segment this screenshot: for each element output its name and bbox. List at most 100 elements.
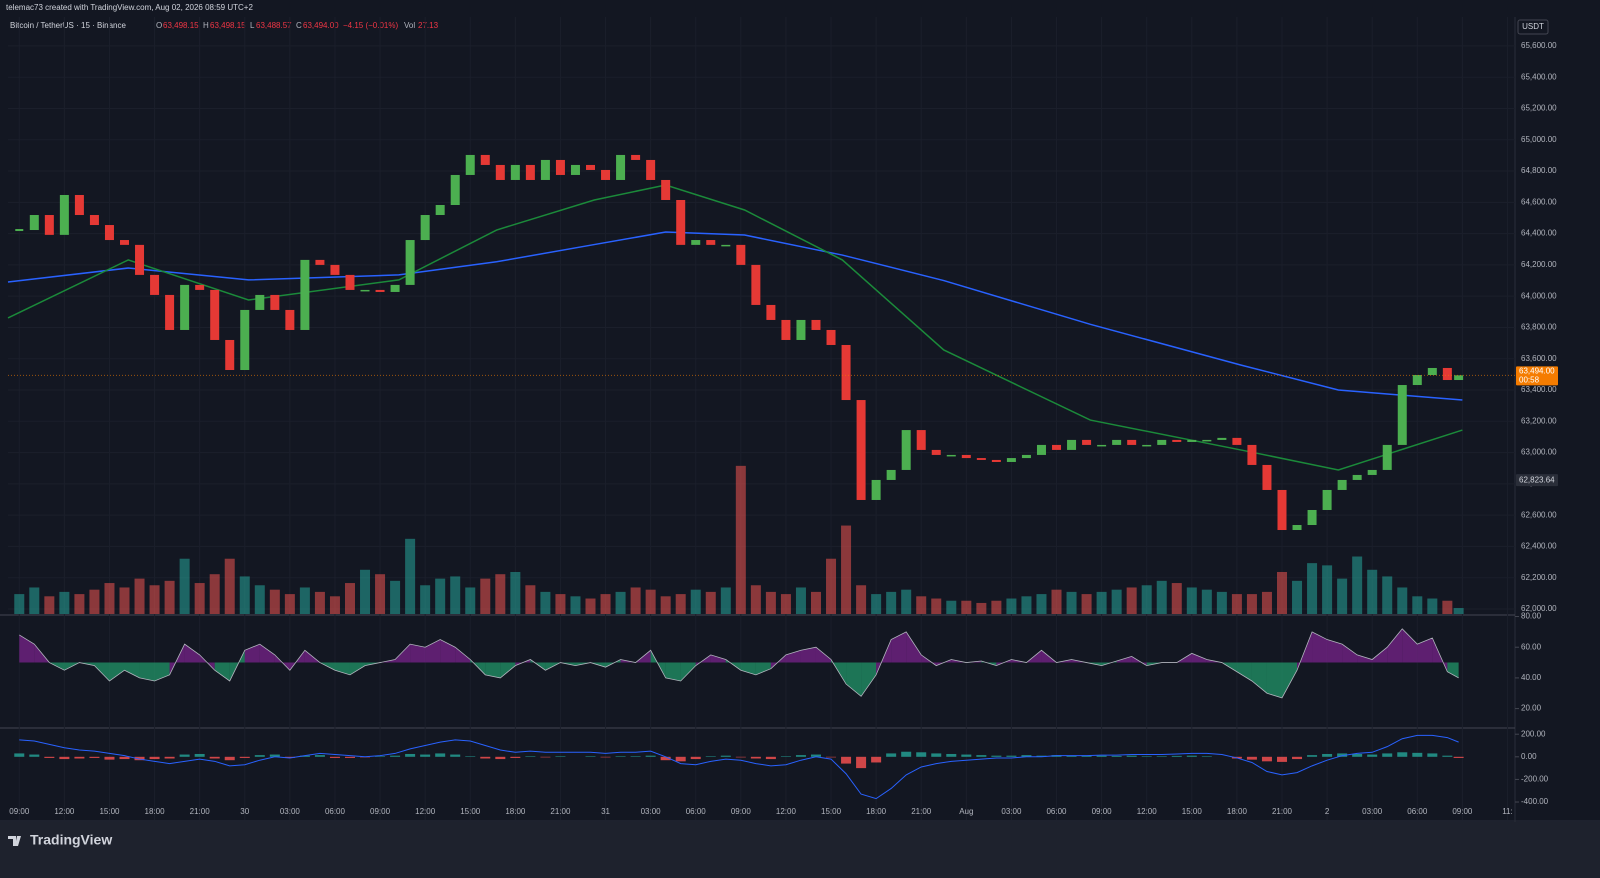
credit: telemac73 created with TradingView.com, … [6, 3, 253, 12]
macd-histogram [1352, 753, 1363, 757]
candle [1292, 525, 1302, 531]
currency-box[interactable] [1517, 19, 1549, 35]
y-tick-label: 60.00 [1521, 642, 1542, 651]
macd-histogram [750, 756, 761, 759]
volume-bar [991, 600, 1002, 614]
volume-bar [1453, 608, 1464, 614]
x-tick-label: 18:00 [866, 807, 887, 816]
volume-bar [916, 596, 927, 614]
volume-bar [961, 600, 972, 614]
candle [195, 284, 205, 290]
macd-histogram [916, 752, 927, 757]
volume-bar [780, 594, 791, 614]
volume-bar [299, 587, 310, 614]
candle [1052, 444, 1062, 450]
candle [1112, 439, 1122, 445]
volume-bar [480, 578, 491, 614]
marker-tag [1516, 474, 1558, 487]
volume-bar [585, 598, 596, 614]
macd-histogram [1186, 755, 1197, 757]
volume-bar [44, 596, 55, 614]
volume-bar [931, 598, 942, 614]
rsi-area [124, 662, 140, 678]
volume-bar [1231, 594, 1242, 614]
volume-bar [1382, 576, 1393, 614]
rsi-area [891, 631, 907, 663]
macd-histogram [841, 756, 852, 764]
candle [1367, 469, 1377, 475]
x-tick-label: 09:00 [731, 807, 752, 816]
candle [345, 274, 355, 290]
macd-histogram [1427, 753, 1438, 757]
volume-bar [1006, 598, 1017, 614]
x-tick-label: 21:00 [550, 807, 571, 816]
y-tick-label: 64,600.00 [1521, 197, 1557, 206]
volume-bar [660, 596, 671, 614]
macd-histogram [705, 756, 716, 757]
candle [1454, 375, 1464, 381]
candle [871, 479, 881, 500]
rsi-area [395, 644, 411, 663]
rsi-area [244, 644, 260, 663]
rsi-area [485, 662, 501, 678]
x-tick-label: 03:00 [1362, 807, 1383, 816]
candle [405, 240, 415, 285]
y-tick-label: 63,800.00 [1521, 323, 1557, 332]
rsi-area [800, 647, 816, 663]
candle [225, 339, 235, 371]
c-label: C [296, 21, 302, 30]
volume-bar [104, 583, 115, 614]
x-tick-label: 18:00 [1227, 807, 1248, 816]
candle [165, 294, 175, 330]
x-tick-label: 09:00 [1452, 807, 1473, 816]
volume-bar [750, 585, 761, 614]
rsi-area [1236, 662, 1252, 681]
volume-bar [1322, 565, 1333, 614]
x-tick-label: 03:00 [280, 807, 301, 816]
candle [1397, 385, 1407, 445]
macd-histogram [1322, 753, 1333, 757]
currency[interactable]: USDT [1522, 22, 1544, 31]
volume-bar [344, 583, 355, 614]
macd-histogram [856, 756, 867, 769]
moving-average [7, 231, 1463, 401]
volume-bar [856, 585, 867, 614]
candle [540, 159, 550, 180]
candle [330, 264, 340, 275]
macd-histogram [1337, 753, 1348, 757]
macd-histogram [1036, 755, 1047, 757]
macd-histogram [585, 756, 596, 757]
vol-label: Vol [404, 21, 415, 30]
x-tick-label: 12:00 [776, 807, 797, 816]
volume-bar [59, 591, 70, 614]
rsi-area [1417, 638, 1433, 663]
volume-bar [525, 585, 536, 614]
y-tick-label: 62,000.00 [1521, 604, 1557, 613]
rsi-area [334, 662, 350, 675]
candle [315, 259, 325, 265]
candle [1307, 509, 1317, 526]
rsi-area [1357, 654, 1373, 663]
o-label: O [156, 21, 162, 30]
volume-bar [360, 569, 371, 614]
volume-bar [765, 591, 776, 614]
volume-bar [1307, 563, 1318, 614]
candle [1082, 439, 1092, 445]
candle [1277, 489, 1287, 531]
candle [811, 319, 821, 330]
y-tick-label: -400.00 [1521, 797, 1549, 806]
macd-histogram [690, 756, 701, 760]
volume-bar [1442, 600, 1453, 614]
macd-histogram [119, 756, 130, 760]
macd-histogram [104, 756, 115, 760]
x-tick-label: 12:00 [415, 807, 436, 816]
macd-histogram [1307, 755, 1318, 757]
rsi-area [1281, 662, 1298, 698]
volume-bar [705, 591, 716, 614]
volume-bar [495, 574, 506, 614]
y-tick-label: 20.00 [1521, 704, 1542, 713]
volume-bar [690, 589, 701, 614]
volume-bar [1352, 556, 1363, 614]
candle [420, 215, 430, 241]
candle [856, 400, 866, 500]
